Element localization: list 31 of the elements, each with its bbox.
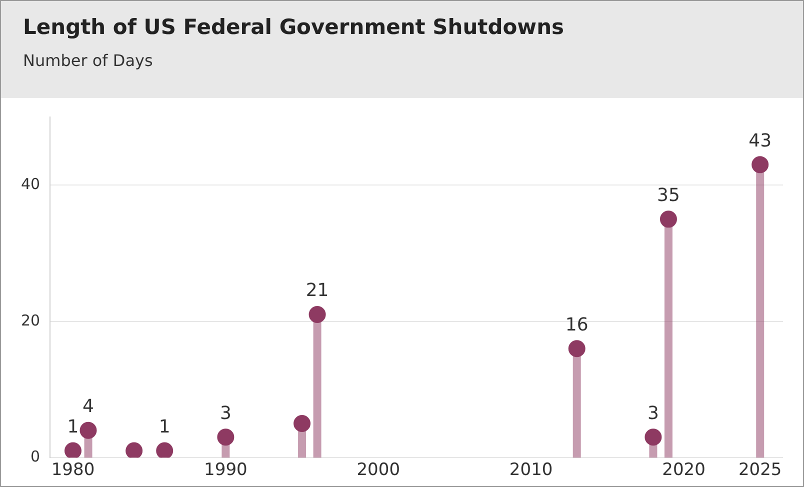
- data-label: 16: [565, 314, 588, 336]
- data-label: 3: [647, 402, 659, 424]
- point: [308, 306, 326, 324]
- chart-subtitle: Number of Days: [23, 51, 154, 70]
- point: [644, 428, 662, 446]
- point: [294, 415, 311, 432]
- y-tick-label: 20: [20, 311, 40, 330]
- data-label: 1: [67, 416, 79, 438]
- data-label: 43: [748, 130, 772, 152]
- point: [64, 442, 82, 458]
- x-tick-label: 2010: [509, 460, 553, 480]
- x-tick-label: 1990: [204, 460, 248, 480]
- data-label: 35: [657, 184, 680, 206]
- x-tick-label: 2000: [356, 460, 400, 480]
- point: [126, 442, 143, 458]
- chart-title: Length of US Federal Government Shutdowns: [23, 15, 566, 39]
- data-label: 4: [82, 396, 94, 418]
- point: [568, 340, 586, 358]
- data-label: 1: [158, 416, 170, 438]
- data-label: 3: [220, 402, 232, 424]
- x-tick-label: 1980: [51, 460, 95, 480]
- point: [660, 210, 677, 228]
- point: [217, 428, 234, 446]
- x-tick-label: 2020: [662, 460, 706, 480]
- point: [156, 442, 174, 458]
- y-tick-label: 0: [30, 447, 40, 466]
- y-tick-label: 40: [20, 175, 40, 194]
- point: [80, 422, 97, 439]
- point: [752, 156, 769, 174]
- x-tick-label: 2025: [738, 460, 782, 480]
- data-label: 21: [306, 280, 329, 302]
